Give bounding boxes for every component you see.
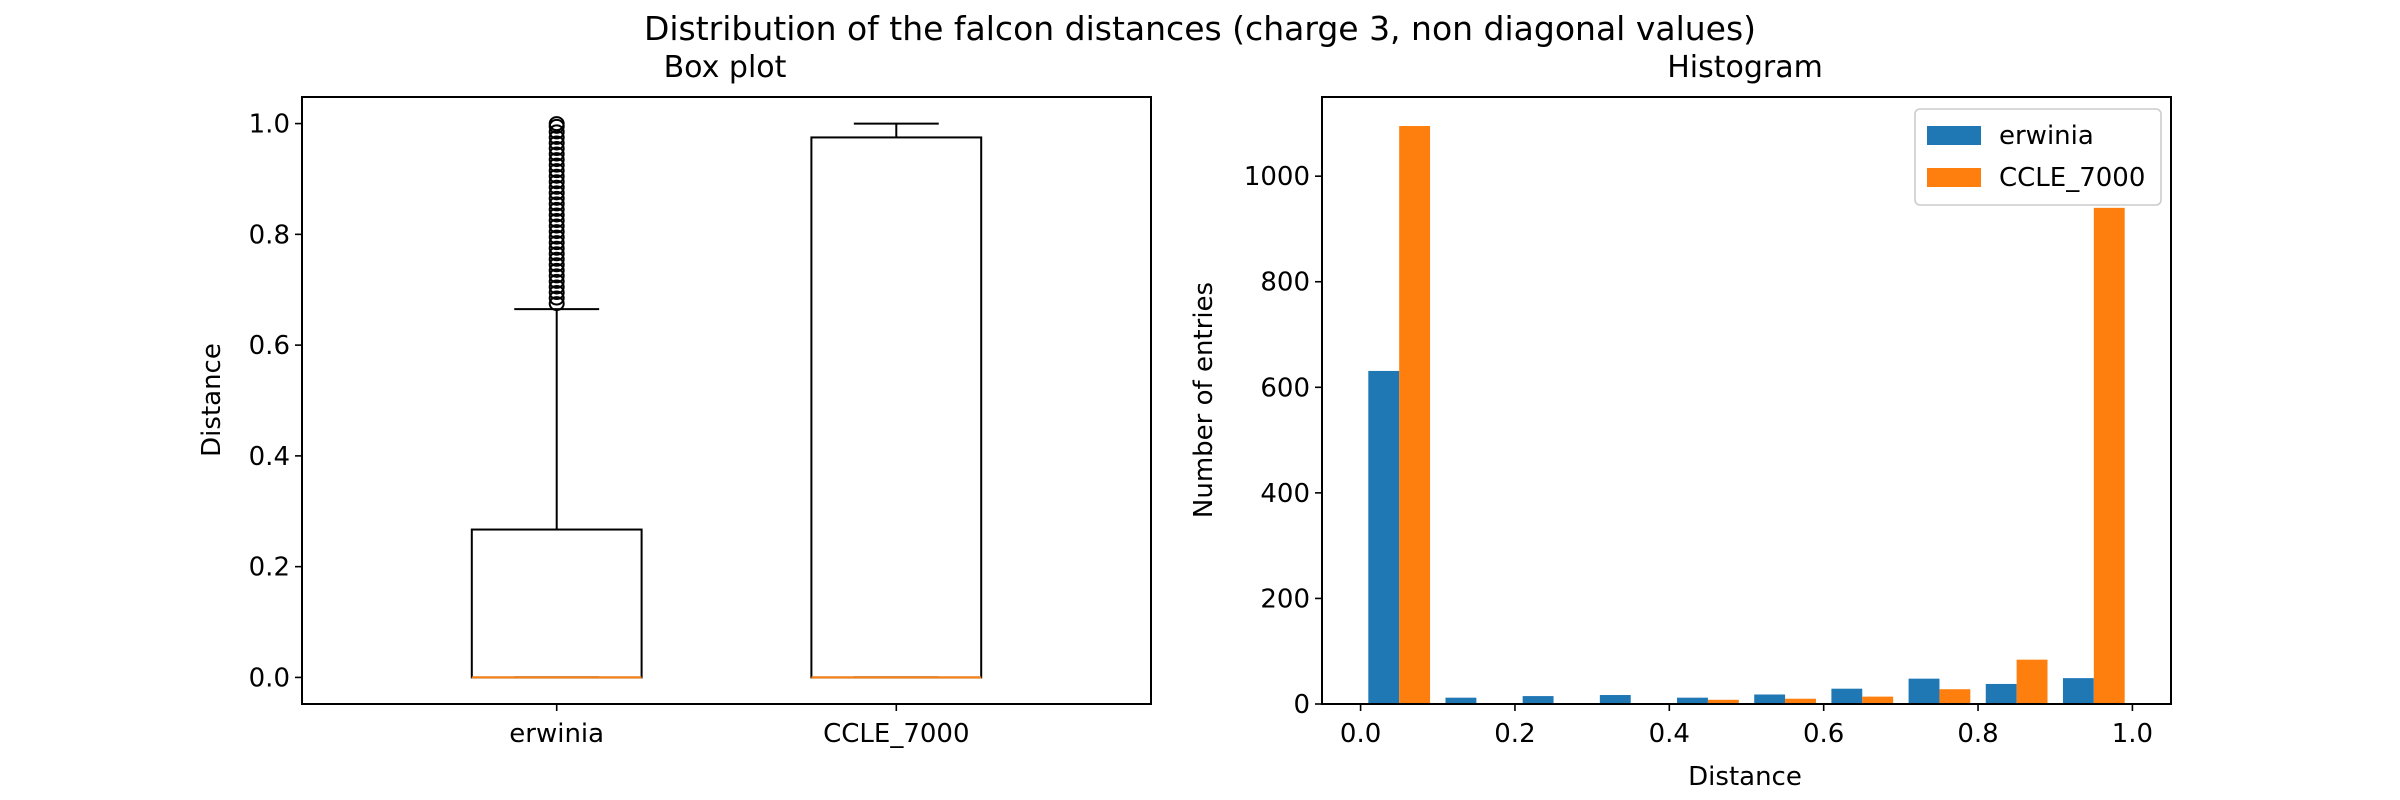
boxplot-outlier-point: [548, 185, 565, 201]
histogram-y-tick-label: 800: [1260, 268, 1310, 298]
boxplot-outlier-point: [548, 251, 565, 267]
boxplot-outlier-point: [548, 257, 565, 273]
histogram-bar-erwinia: [1754, 694, 1786, 704]
histogram-bar-erwinia: [1831, 688, 1863, 704]
histogram-y-tick-label: 1000: [1244, 162, 1310, 192]
histogram-x-tick-label: 0.8: [1957, 719, 1998, 749]
boxplot-outlier-point: [548, 135, 565, 151]
boxplot-title: Box plot: [664, 50, 787, 85]
histogram-bar-erwinia: [1445, 697, 1477, 704]
boxplot-outlier-point: [548, 218, 565, 234]
histogram-y-tick-label: 400: [1260, 479, 1310, 509]
boxplot-outlier-point: [548, 196, 565, 212]
figure-suptitle: Distribution of the falcon distances (ch…: [644, 9, 1756, 48]
histogram-x-tick-label: 0.2: [1494, 719, 1535, 749]
boxplot-marks: [470, 116, 983, 679]
boxplot-panel: Box plot Distance 0.0 0.2 0.4 0.6 0.8 1.0 erw…: [197, 50, 1152, 749]
histogram-title: Histogram: [1667, 50, 1823, 85]
boxplot-outlier-point: [548, 190, 565, 206]
histogram-x-tick-label: 0.6: [1803, 719, 1844, 749]
histogram-bar-ccle-7000: [1785, 698, 1816, 704]
boxplot-outlier-point: [548, 246, 565, 262]
histogram-panel: Histogram Number of entries Distance 0 20…: [1189, 50, 2172, 792]
boxplot-outlier-point: [548, 201, 565, 217]
boxplot-y-tick-label: 0.4: [249, 442, 290, 472]
boxplot-outlier-point: [548, 296, 565, 312]
histogram-bar-ccle-7000: [2016, 659, 2048, 704]
histogram-legend-swatch: [1927, 168, 1981, 187]
histogram-legend-swatch: [1927, 126, 1981, 145]
histogram-y-tick-label: 600: [1260, 373, 1310, 403]
histogram-x-tick-label: 0.0: [1340, 719, 1381, 749]
boxplot-outlier-point: [548, 174, 565, 190]
histogram-frame: [1321, 96, 2172, 705]
histogram-bars: [1368, 126, 2125, 704]
boxplot-outlier-point: [548, 224, 565, 240]
boxplot-y-ticks: 0.0 0.2 0.4 0.6 0.8 1.0: [249, 110, 302, 693]
boxplot-outlier-point: [548, 240, 565, 256]
boxplot-outlier-point: [548, 179, 565, 195]
boxplot-frame: [301, 96, 1152, 705]
histogram-legend-label: erwinia: [1999, 121, 2094, 151]
histogram-bar-erwinia: [1908, 678, 1940, 704]
histogram-bar-erwinia: [2062, 678, 2094, 704]
boxplot-y-tick-label: 0.8: [249, 220, 290, 250]
histogram-y-tick-label: 200: [1260, 584, 1310, 614]
histogram-x-tick-label: 0.4: [1649, 719, 1690, 749]
boxplot-outlier-point: [548, 146, 565, 162]
boxplot-outlier-point: [548, 124, 565, 140]
boxplot-y-axis-label: Distance: [197, 343, 227, 457]
boxplot-outlier-point: [548, 229, 565, 245]
histogram-bar-ccle-7000: [1862, 696, 1894, 704]
boxplot-y-tick-label: 1.0: [249, 110, 290, 140]
boxplot-outlier-point: [548, 168, 565, 184]
histogram-y-ticks: 0 200 400 600 800 1000: [1244, 162, 1322, 720]
histogram-bar-ccle-7000: [1939, 689, 1971, 704]
histogram-bar-erwinia: [1599, 695, 1631, 704]
histogram-bar-ccle-7000: [1399, 126, 1431, 704]
boxplot-outlier-point: [548, 235, 565, 251]
boxplot-outlier-point: [548, 152, 565, 168]
boxplot-outlier-point: [548, 285, 565, 301]
histogram-bar-erwinia: [1522, 696, 1554, 704]
boxplot-y-tick-label: 0.2: [249, 553, 290, 583]
boxplot-outlier-point: [548, 273, 565, 289]
boxplot-x-tick-label: erwinia: [509, 719, 604, 749]
boxplot-outlier-point: [548, 262, 565, 278]
boxplot-outlier-point: [548, 141, 565, 157]
histogram-bar-ccle-7000: [1707, 699, 1739, 704]
boxplot-y-tick-label: 0.0: [249, 663, 290, 693]
boxplot-outlier-point: [548, 290, 565, 306]
boxplot-x-tick-label: CCLE_7000: [823, 719, 969, 749]
histogram-y-axis-label: Number of entries: [1189, 282, 1219, 518]
boxplot-outlier-point: [548, 207, 565, 223]
boxplot-outlier-point: [548, 279, 565, 295]
histogram-bar-erwinia: [1677, 697, 1708, 704]
histogram-bar-erwinia: [1985, 683, 2017, 704]
histogram-x-axis-label: Distance: [1688, 762, 1802, 792]
histogram-x-ticks: 0.0 0.2 0.4 0.6 0.8 1.0: [1340, 704, 2153, 749]
histogram-bar-ccle-7000: [2093, 207, 2125, 704]
boxplot-outlier-point: [548, 116, 565, 132]
boxplot-y-tick-label: 0.6: [249, 331, 290, 361]
histogram-x-tick-label: 1.0: [2112, 719, 2153, 749]
boxplot-outlier-point: [548, 157, 565, 173]
histogram-legend: erwinia CCLE_7000: [1914, 108, 2162, 206]
histogram-bar-erwinia: [1368, 370, 1400, 704]
boxplot-outlier-point: [548, 268, 565, 284]
histogram-legend-label: CCLE_7000: [1999, 163, 2145, 193]
boxplot-x-ticks: erwinia CCLE_7000: [509, 704, 969, 749]
histogram-y-tick-label: 0: [1293, 690, 1310, 720]
boxplot-outlier-point: [548, 213, 565, 229]
boxplot-outlier-point: [548, 163, 565, 179]
